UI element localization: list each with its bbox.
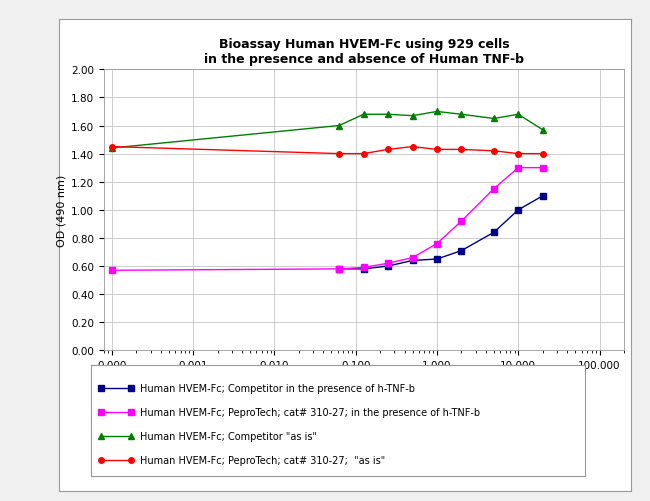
Text: Human HVEM-Fc; PeproTech; cat# 310-27; in the presence of h-TNF-b: Human HVEM-Fc; PeproTech; cat# 310-27; i… [140,407,480,417]
Title: Bioassay Human HVEM-Fc using 929 cells
in the presence and absence of Human TNF-: Bioassay Human HVEM-Fc using 929 cells i… [204,38,524,66]
Text: Human HVEM-Fc; Competitor in the presence of h-TNF-b: Human HVEM-Fc; Competitor in the presenc… [140,383,415,393]
Y-axis label: OD (490 nm): OD (490 nm) [57,174,67,246]
Text: Human HVEM-Fc; PeproTech; cat# 310-27;  "as is": Human HVEM-Fc; PeproTech; cat# 310-27; "… [140,455,385,465]
Text: Human HVEM-Fc; Competitor "as is": Human HVEM-Fc; Competitor "as is" [140,431,317,441]
X-axis label: h-HVEM-Fc (ug/ml) [log scale]: h-HVEM-Fc (ug/ml) [log scale] [281,375,447,385]
